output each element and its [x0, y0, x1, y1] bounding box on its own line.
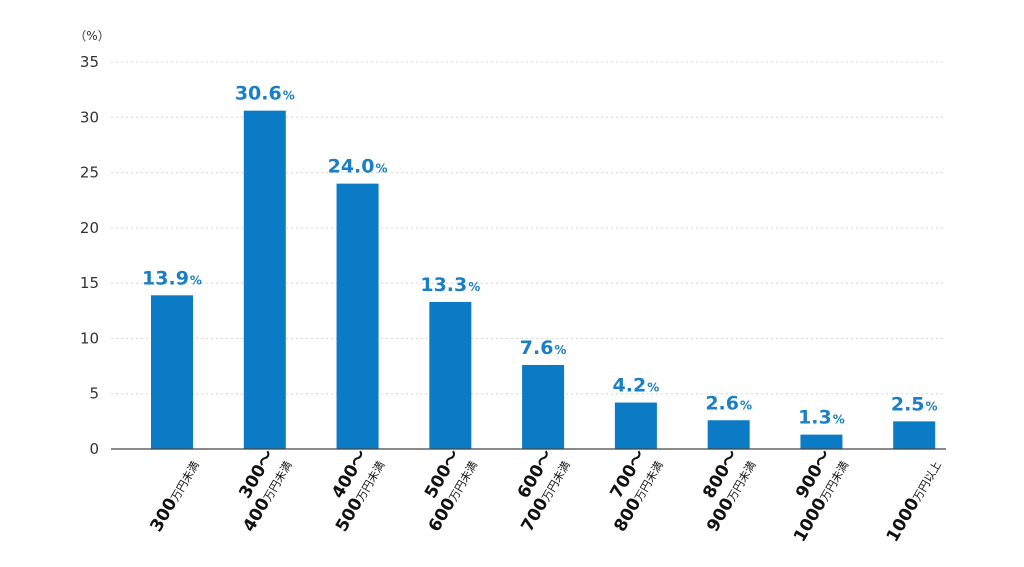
data-label: 2.5% [891, 393, 938, 415]
category-line: 1000万円以上 [883, 457, 946, 546]
data-label: 24.0% [328, 156, 388, 178]
bar [893, 421, 936, 449]
x-tick-label: 800～900万円未満 [699, 447, 758, 536]
x-tick-label: 700～800万円未満 [607, 447, 666, 536]
bar [151, 295, 193, 449]
y-tick-label: 30 [80, 108, 99, 126]
y-unit-label: （%） [74, 29, 109, 43]
data-label: 7.6% [520, 337, 567, 359]
x-tick-label: 300万円未満 [146, 457, 203, 536]
bar [707, 420, 750, 449]
y-tick-label: 15 [80, 274, 99, 292]
data-label: 4.2% [613, 375, 660, 397]
y-tick-label: 0 [89, 440, 99, 458]
category-line: 300万円未満 [146, 457, 203, 536]
x-tick-label: 900～1000万円未満 [790, 447, 851, 546]
x-tick-label: 400～500万円未満 [328, 447, 387, 536]
x-tick-label: 600～700万円未満 [514, 447, 573, 536]
x-tick-label: 500～600万円未満 [421, 447, 480, 536]
bar [243, 110, 286, 449]
bar [522, 364, 565, 449]
bar [429, 301, 472, 449]
data-label: 30.6% [235, 83, 295, 105]
y-tick-label: 20 [80, 219, 99, 237]
data-label: 1.3% [798, 407, 845, 429]
bar [614, 402, 657, 449]
bar [336, 183, 379, 449]
y-tick-label: 10 [80, 329, 99, 347]
data-label: 13.9% [142, 267, 202, 289]
data-label: 13.3% [420, 274, 480, 296]
y-tick-label: 25 [80, 164, 99, 182]
y-tick-label: 5 [89, 385, 99, 403]
x-tick-label: 1000万円以上 [883, 457, 946, 546]
x-tick-label: 300～400万円未満 [235, 447, 294, 536]
y-tick-label: 35 [80, 53, 99, 71]
data-label: 2.6% [705, 392, 752, 414]
bar [800, 434, 843, 449]
